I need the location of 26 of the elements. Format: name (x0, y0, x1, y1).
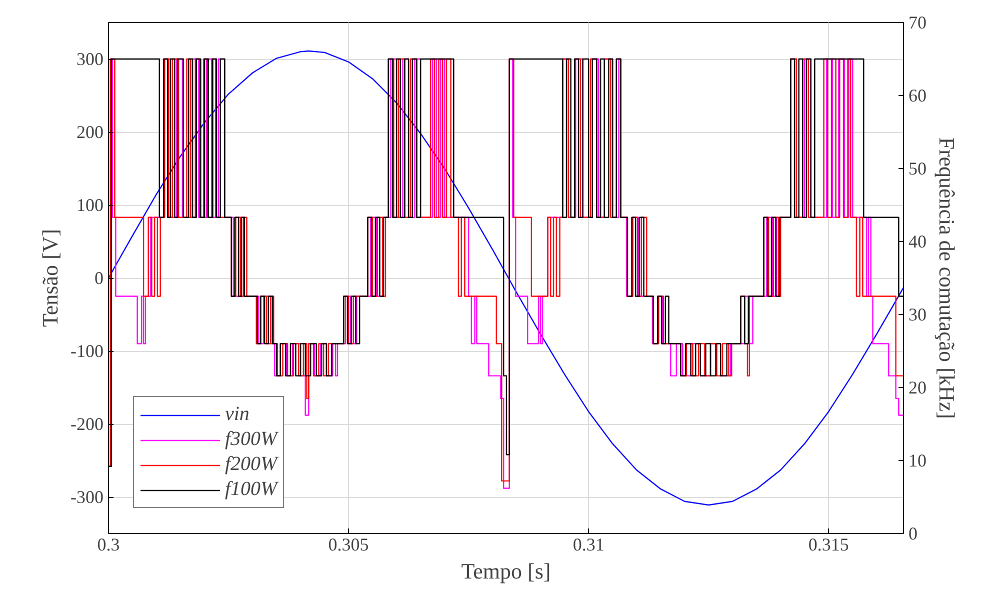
y2-tick-label: 10 (908, 450, 926, 470)
y2-tick-label: 60 (908, 86, 926, 106)
x-tick-label: 0.315 (808, 534, 849, 554)
y-tick-label: -200 (70, 414, 104, 434)
y-tick-label: 100 (76, 195, 104, 215)
x-axis-title: Tempo [s] (461, 558, 551, 584)
y2-tick-label: 70 (908, 12, 926, 32)
y2-axis-title: Frequência de comutação [kHz] (934, 137, 960, 419)
y-tick-label: 0 (94, 268, 104, 288)
y2-tick-label: 40 (908, 232, 926, 252)
y2-tick-label: 30 (908, 304, 926, 324)
y2-tick-label: 50 (908, 158, 926, 178)
x-tick-label: 0.305 (328, 534, 369, 554)
x-tick-label: 0.31 (572, 534, 604, 554)
y-tick-label: 300 (76, 49, 104, 69)
y2-tick-label: 0 (908, 524, 918, 544)
y-tick-label: 200 (76, 122, 104, 142)
y2-tick-label: 20 (908, 378, 926, 398)
legend-label: f300W (225, 428, 278, 451)
legend-label: f200W (225, 453, 278, 476)
y-tick-label: -100 (70, 341, 104, 361)
legend-label: f100W (225, 478, 278, 501)
y-axis-title: Tensão [V] (38, 228, 63, 328)
legend-label: vin (225, 403, 250, 426)
x-tick-label: 0.3 (97, 534, 120, 554)
y-tick-label: -300 (70, 487, 104, 507)
